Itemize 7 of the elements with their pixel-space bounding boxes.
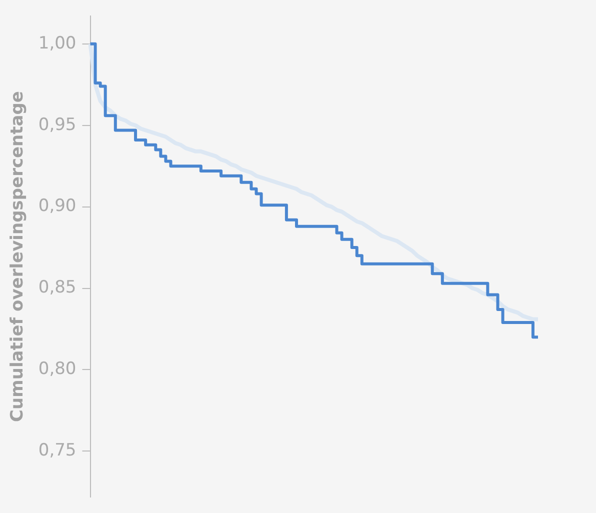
y-axis-title: Cumulatief overlevingspercentage	[8, 91, 28, 422]
y-tick-label: 0,95	[38, 114, 76, 135]
y-tick-label: 1,00	[38, 33, 76, 54]
y-tick-label: 0,85	[38, 278, 76, 298]
y-tick-label: 0,90	[38, 196, 76, 216]
y-tick-label: 0,80	[38, 359, 76, 380]
y-tick-label: 0,75	[38, 440, 76, 461]
